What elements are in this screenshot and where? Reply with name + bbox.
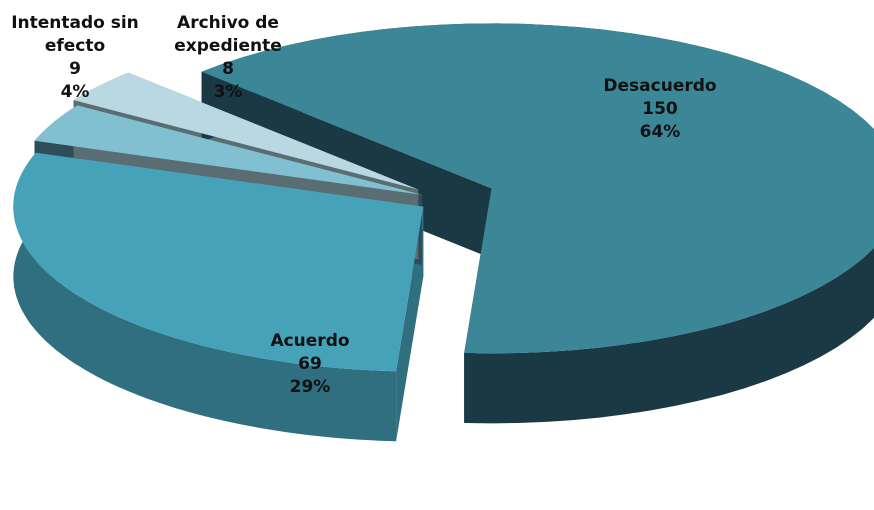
value-label: 64% bbox=[639, 122, 681, 142]
slice-label: Archivo de expediente 8 3% bbox=[153, 12, 303, 104]
slice bbox=[13, 152, 424, 372]
category-label: Archivo de expediente bbox=[174, 13, 282, 56]
value-label: 150 bbox=[642, 99, 678, 119]
slice bbox=[201, 23, 874, 354]
value-label: 29% bbox=[289, 377, 331, 397]
value-label: 3% bbox=[213, 82, 243, 102]
slice-label: Acuerdo 69 29% bbox=[235, 330, 385, 399]
category-label: Intentado sin efecto bbox=[11, 13, 139, 56]
slice-label: Intentado sin efecto 9 4% bbox=[0, 12, 150, 104]
slice-side bbox=[13, 152, 397, 442]
value-label: 8 bbox=[222, 59, 234, 79]
category-label: Desacuerdo bbox=[603, 76, 717, 96]
value-label: 9 bbox=[69, 59, 81, 79]
category-label: Acuerdo bbox=[270, 331, 350, 351]
value-label: 4% bbox=[60, 82, 90, 102]
slice bbox=[34, 105, 422, 195]
value-label: 69 bbox=[298, 354, 322, 374]
slice bbox=[73, 72, 419, 190]
slice-label: Desacuerdo 150 64% bbox=[585, 75, 735, 144]
